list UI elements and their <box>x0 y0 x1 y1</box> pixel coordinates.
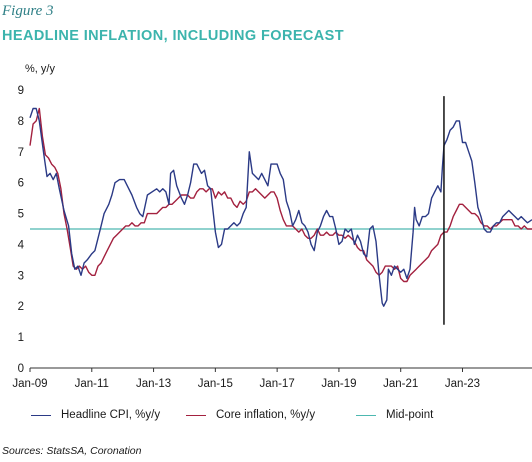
y-tick-label: 8 <box>18 116 24 128</box>
legend-swatch-core <box>186 414 206 416</box>
legend-label-midpoint: Mid-point <box>386 409 434 421</box>
x-tick-label: Jan-15 <box>198 378 233 390</box>
y-tick-label: 1 <box>18 332 24 344</box>
y-tick-label: 2 <box>18 301 24 313</box>
y-axis-unit-label: %, y/y <box>25 63 55 75</box>
figure-label: Figure 3 <box>2 3 54 19</box>
x-tick-label: Jan-23 <box>445 378 480 390</box>
legend-swatch-headline <box>31 414 51 416</box>
legend-item-core: Core inflation, %y/y <box>186 409 315 421</box>
legend-swatch-midpoint <box>356 414 376 416</box>
x-tick-label: Jan-19 <box>321 378 356 390</box>
y-tick-label: 6 <box>18 178 24 190</box>
x-tick-label: Jan-13 <box>136 378 171 390</box>
source-note: Sources: StatsSA, Coronation <box>2 445 142 457</box>
y-tick-label: 3 <box>18 270 24 282</box>
series-layer <box>29 96 532 325</box>
series-line-core <box>29 107 532 283</box>
line-chart: 0 1 2 3 4 5 6 7 8 9 Jan-09 Jan-11 Jan-13 Jan-15 Jan-17… <box>12 85 532 390</box>
chart-title: HEADLINE INFLATION, INCLUDING FORECAST <box>2 28 344 44</box>
legend-label-core: Core inflation, %y/y <box>216 409 316 421</box>
x-tick-label: Jan-09 <box>12 378 47 390</box>
y-tick-label: 4 <box>18 239 25 251</box>
x-tick-label: Jan-17 <box>260 378 295 390</box>
y-tick-label: 0 <box>18 363 24 375</box>
y-tick-label: 7 <box>18 147 24 159</box>
legend-item-headline: Headline CPI, %y/y <box>31 409 160 421</box>
y-tick-label: 9 <box>18 85 24 97</box>
y-tick-label: 5 <box>18 209 24 221</box>
legend-item-midpoint: Mid-point <box>356 409 433 421</box>
x-tick-label: Jan-21 <box>383 378 418 390</box>
legend: Headline CPI, %y/y Core inflation, %y/y … <box>0 409 532 425</box>
x-tick-label: Jan-11 <box>75 378 109 390</box>
series-line-headline <box>29 107 532 307</box>
legend-label-headline: Headline CPI, %y/y <box>61 409 161 421</box>
axes-layer: 0 1 2 3 4 5 6 7 8 9 Jan-09 Jan-11 Jan-13 Jan-15 Jan-17… <box>12 85 532 390</box>
